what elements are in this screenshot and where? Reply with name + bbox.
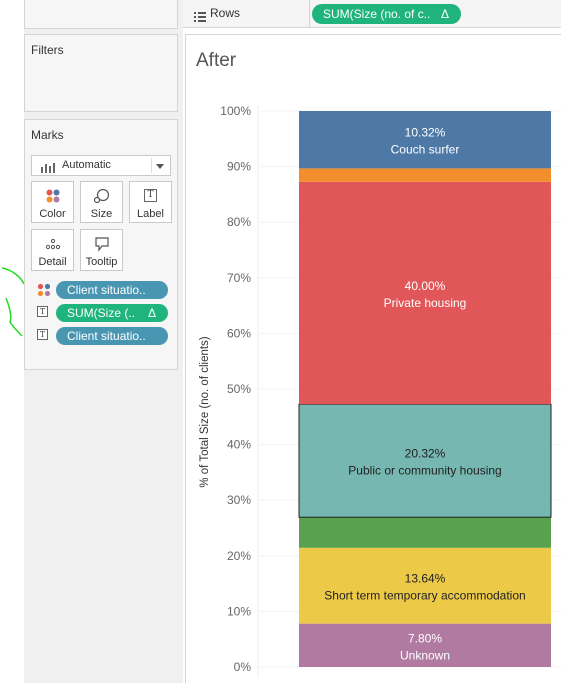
- bar-segment-unlabeled-2[interactable]: [299, 517, 551, 548]
- y-tick-label: 70%: [227, 271, 251, 285]
- color-button[interactable]: Color: [31, 181, 74, 223]
- y-tick-label: 100%: [220, 104, 251, 118]
- rows-list-icon: [194, 9, 206, 27]
- tooltip-bubble-icon: [81, 235, 122, 252]
- segment-category-label: Public or community housing: [348, 464, 501, 478]
- y-tick-label: 20%: [227, 549, 251, 563]
- segment-category-label: Couch surfer: [391, 143, 460, 157]
- pages-card: [24, 0, 178, 29]
- size-bubbles-icon: [81, 187, 122, 204]
- segment-category-label: Private housing: [384, 296, 467, 310]
- segment-value-label: 20.32%: [405, 447, 446, 461]
- y-tick-label: 60%: [227, 326, 251, 340]
- text-label-icon: T: [37, 329, 51, 343]
- delta-icon: Δ: [147, 306, 156, 320]
- segment-category-label: Short term temporary accommodation: [324, 589, 525, 603]
- marks-title: Marks: [31, 128, 64, 142]
- size-button-label: Size: [90, 208, 113, 220]
- y-tick-label: 90%: [227, 160, 251, 174]
- sum-size-pill-text: SUM(Size (..: [67, 306, 136, 320]
- bar-segment-unknown[interactable]: [299, 623, 551, 667]
- label-button[interactable]: T Label: [129, 181, 172, 223]
- filters-card[interactable]: Filters: [24, 34, 178, 112]
- detail-button[interactable]: Detail: [31, 229, 74, 271]
- bar-chart-icon: [40, 160, 56, 173]
- bar-segment-private-housing[interactable]: [299, 181, 551, 405]
- rows-shelf[interactable]: Rows SUM(Size (no. of c.. Δ: [183, 0, 561, 28]
- y-tick-label: 30%: [227, 493, 251, 507]
- bar-segment-short-term-temporary-accommodation[interactable]: [299, 547, 551, 624]
- bar-segment-couch-surfer[interactable]: [299, 111, 551, 169]
- client-situation-label-pill[interactable]: Client situatio..: [56, 327, 168, 345]
- color-dots-icon: [37, 283, 51, 297]
- rows-shelf-label: Rows: [183, 0, 310, 28]
- segment-category-label: Unknown: [400, 648, 450, 662]
- size-button[interactable]: Size: [80, 181, 123, 223]
- bar-segment-unlabeled-5[interactable]: [299, 168, 551, 182]
- stacked-bar-chart: 0% 10% 20% 30% 40% 50% 60% 70% 80% 90% 100% 7.80% U…: [199, 104, 561, 677]
- segment-value-label: 13.64%: [405, 572, 446, 586]
- y-tick-label: 0%: [234, 660, 252, 674]
- delta-icon: Δ: [440, 7, 449, 21]
- y-tick-label: 50%: [227, 382, 251, 396]
- dropdown-separator: [151, 158, 152, 173]
- rows-label: Rows: [210, 6, 241, 20]
- y-tick-label: 80%: [227, 215, 251, 229]
- segment-value-label: 40.00%: [405, 279, 446, 293]
- segment-value-label: 7.80%: [408, 631, 442, 645]
- tooltip-button-label: Tooltip: [85, 256, 118, 268]
- y-tick-label: 40%: [227, 438, 251, 452]
- text-label-icon: T: [37, 306, 51, 320]
- mark-type-value: Automatic: [62, 159, 111, 171]
- mark-type-dropdown[interactable]: Automatic: [31, 155, 171, 176]
- label-button-label: Label: [137, 208, 164, 220]
- tooltip-button[interactable]: Tooltip: [80, 229, 123, 271]
- color-button-label: Color: [39, 208, 66, 220]
- y-axis-title: % of Total Size (no. of clients): [199, 336, 211, 487]
- worksheet-view: After 0% 10% 20% 30% 40% 50% 60% 70% 80% 90% 100% …: [185, 34, 561, 683]
- side-margin: [0, 0, 24, 683]
- detail-dots-icon: [32, 235, 73, 252]
- text-label-icon: T: [130, 187, 171, 204]
- rows-sum-size-pill[interactable]: SUM(Size (no. of c.. Δ: [312, 4, 461, 24]
- segment-value-label: 10.32%: [405, 126, 446, 140]
- sum-size-label-pill[interactable]: SUM(Size (.. Δ: [56, 304, 168, 322]
- marks-card: Marks Automatic: [24, 119, 178, 370]
- filters-title: Filters: [31, 43, 64, 57]
- annotation-scribble: [1, 267, 24, 337]
- color-dots-icon: [32, 187, 73, 204]
- y-tick-label: 10%: [227, 604, 251, 618]
- chevron-down-icon: [156, 164, 164, 169]
- bar-segment-public-or-community-housing[interactable]: [298, 403, 552, 518]
- rows-pill-text: SUM(Size (no. of c..: [323, 7, 431, 21]
- side-pane: Filters Marks Automatic: [0, 0, 183, 683]
- client-situation-color-pill[interactable]: Client situatio..: [56, 281, 168, 299]
- sheet-title: After: [196, 50, 237, 71]
- detail-button-label: Detail: [38, 256, 67, 268]
